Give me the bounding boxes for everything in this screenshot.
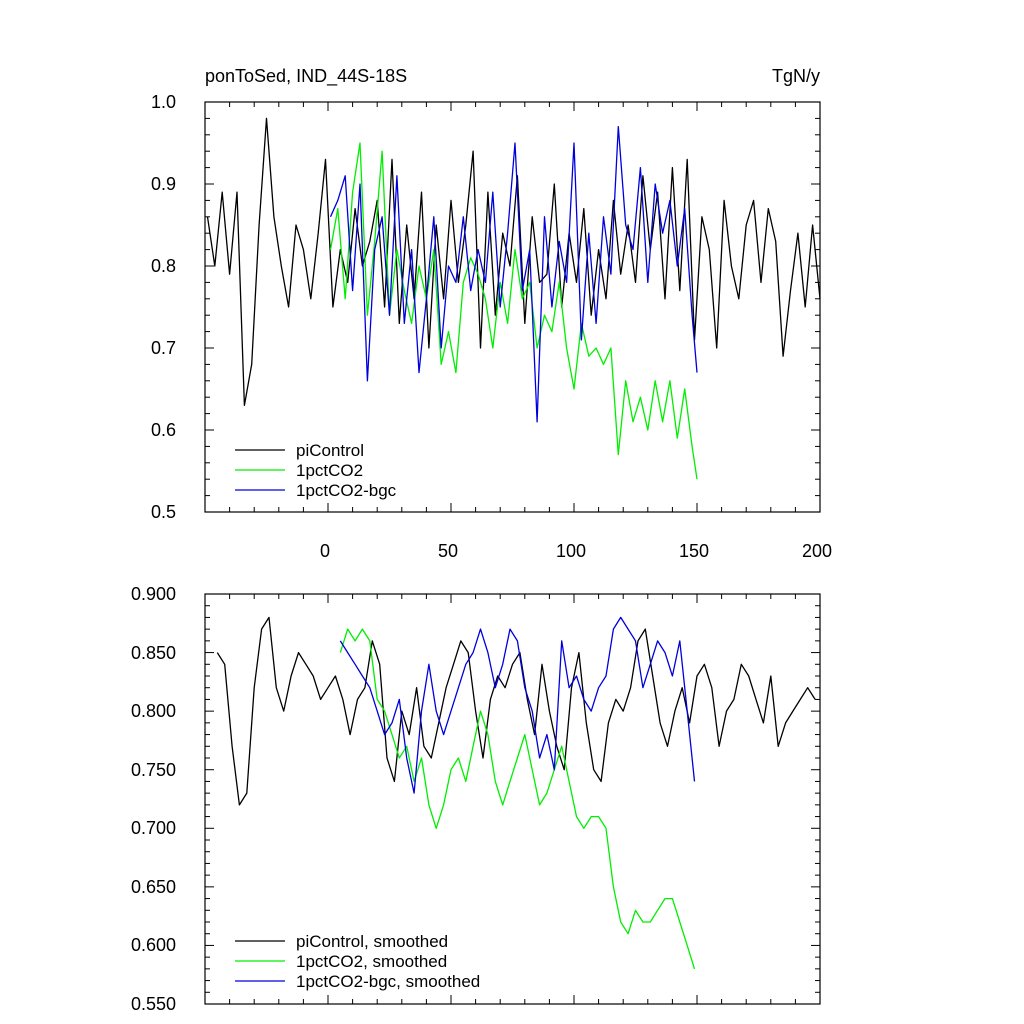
top-xtick-label: 200 xyxy=(802,541,832,561)
bottom-series-1pctco2-bgc-smoothed xyxy=(339,616,696,794)
legend-label-1pctco2-smoothed: 1pctCO2, smoothed xyxy=(296,952,447,971)
top-series-1pctco2-bgc xyxy=(329,125,698,423)
bottom-ytick-label: 0.750 xyxy=(131,760,176,780)
top-panel: ponToSed, IND_44S-18S TgN/y 0.5 0.6 0.7 … xyxy=(151,66,832,561)
top-series-group xyxy=(206,117,821,480)
bottom-series-picontrol-smoothed xyxy=(216,616,816,806)
bottom-ytick-label: 0.900 xyxy=(131,584,176,604)
top-series-picontrol xyxy=(206,117,821,407)
legend-label-1pctco2-bgc-smoothed: 1pctCO2-bgc, smoothed xyxy=(296,972,480,991)
bottom-ytick-label: 0.550 xyxy=(131,994,176,1014)
top-title: ponToSed, IND_44S-18S xyxy=(205,66,407,87)
bottom-ytick-label: 0.700 xyxy=(131,818,176,838)
legend-label-picontrol-smoothed: piControl, smoothed xyxy=(296,932,448,951)
bottom-ytick-label: 0.650 xyxy=(131,877,176,897)
top-series-1pctco2 xyxy=(329,142,698,480)
top-xtick-label: 50 xyxy=(438,541,458,561)
bottom-plot-frame xyxy=(204,593,821,1005)
legend-label-1pctco2: 1pctCO2 xyxy=(296,461,363,480)
top-ytick-label: 0.8 xyxy=(151,256,176,276)
bottom-minor-ticks xyxy=(205,593,821,1005)
top-ytick-label: 0.9 xyxy=(151,174,176,194)
bottom-ytick-label: 0.850 xyxy=(131,643,176,663)
bottom-ytick-label: 0.600 xyxy=(131,935,176,955)
legend-label-picontrol: piControl xyxy=(296,441,364,460)
top-ytick-label: 0.5 xyxy=(151,502,176,522)
top-xtick-label: 100 xyxy=(556,541,586,561)
top-ytick-label: 0.6 xyxy=(151,420,176,440)
top-legend: piControl 1pctCO2 1pctCO2-bgc xyxy=(235,441,397,500)
bottom-panel: 0.550 0.600 0.650 0.700 0.750 0.800 0.85… xyxy=(131,584,821,1014)
top-xtick-label: 150 xyxy=(679,541,709,561)
legend-label-1pctco2-bgc: 1pctCO2-bgc xyxy=(296,481,397,500)
top-ytick-label: 0.7 xyxy=(151,338,176,358)
top-ytick-label: 1.0 xyxy=(151,92,176,112)
bottom-ytick-label: 0.800 xyxy=(131,701,176,721)
top-plot-frame xyxy=(204,101,821,513)
top-minor-ticks xyxy=(205,101,821,513)
bottom-series-group xyxy=(216,616,816,970)
top-units: TgN/y xyxy=(772,66,820,86)
bottom-series-1pctco2-smoothed xyxy=(339,628,696,970)
top-xtick-label: 0 xyxy=(320,541,330,561)
bottom-legend: piControl, smoothed 1pctCO2, smoothed 1p… xyxy=(235,932,480,991)
